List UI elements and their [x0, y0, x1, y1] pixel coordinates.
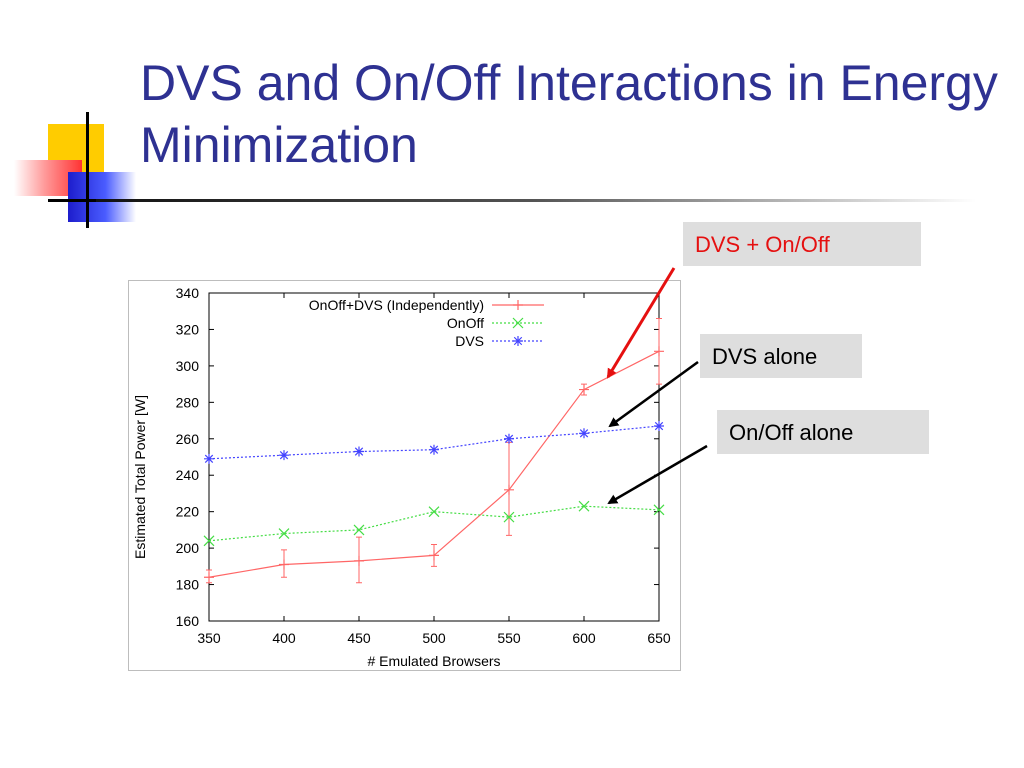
x-tick-label: 550	[497, 630, 521, 646]
x-tick-label: 500	[422, 630, 446, 646]
y-tick-label: 200	[176, 540, 200, 556]
y-tick-label: 260	[176, 431, 200, 447]
legend-marker-onoff-dvs-independently	[513, 300, 523, 310]
y-tick-label: 240	[176, 467, 200, 483]
slide-title: DVS and On/Off Interactions in Energy Mi…	[140, 55, 998, 173]
data-point-onoff	[653, 504, 665, 516]
power-line-chart: 160 180 200 220 240 260 280 300 320 340 350 400 450 5…	[132, 285, 671, 669]
series-line-onoff-dvs-independently	[208, 350, 660, 578]
data-point-dvs	[579, 428, 589, 439]
data-point-onoff	[428, 506, 440, 518]
data-point-onoff-dvs-independently	[504, 484, 514, 495]
y-tick-label: 220	[176, 504, 200, 520]
y-tick-label: 300	[176, 358, 200, 374]
legend-marker-dvs	[513, 336, 523, 346]
data-point-onoff	[203, 535, 215, 547]
y-tick-label: 180	[176, 577, 200, 593]
y-tick-label: 320	[176, 321, 200, 337]
decor-blue-square	[68, 172, 136, 222]
x-tick-label: 350	[197, 630, 221, 646]
data-point-onoff	[278, 528, 290, 539]
y-tick-label: 160	[176, 613, 200, 629]
x-tick-label: 400	[272, 630, 296, 646]
x-axis-label: # Emulated Browsers	[367, 653, 500, 669]
legend-label-dvs: DVS	[455, 333, 484, 349]
data-point-onoff-dvs-independently	[429, 550, 439, 561]
data-point-dvs	[279, 450, 289, 461]
data-point-onoff-dvs-independently	[354, 555, 364, 566]
data-point-dvs	[429, 444, 439, 455]
data-point-onoff-dvs-independently	[654, 346, 664, 357]
title-rule	[96, 199, 976, 202]
data-point-dvs	[654, 421, 664, 432]
data-point-dvs	[354, 446, 364, 457]
data-point-onoff	[503, 511, 515, 523]
data-point-onoff	[578, 500, 590, 512]
callout-dvs-onoff: DVS + On/Off	[683, 222, 921, 266]
y-tick-label: 280	[176, 394, 200, 410]
decor-horizontal-line	[48, 199, 96, 202]
x-tick-label: 600	[572, 630, 596, 646]
plot-frame	[208, 292, 660, 622]
data-point-onoff-dvs-independently	[279, 559, 289, 570]
data-point-dvs	[204, 453, 214, 464]
data-point-dvs	[504, 433, 514, 444]
decor-vertical-line	[86, 112, 89, 228]
y-axis-label: Estimated Total Power [W]	[132, 395, 148, 559]
data-point-onoff	[353, 524, 365, 536]
callout-dvs-alone: DVS alone	[700, 334, 862, 378]
legend-label-onoff-dvs-independently: OnOff+DVS (Independently)	[309, 297, 484, 313]
y-tick-label: 340	[176, 285, 200, 301]
chart-frame: 160 180 200 220 240 260 280 300 320 340 350 400 450 5…	[128, 280, 681, 671]
callout-onoff-alone: On/Off alone	[717, 410, 929, 454]
legend-label-onoff: OnOff	[447, 315, 484, 331]
x-tick-label: 650	[647, 630, 671, 646]
data-point-onoff-dvs-independently	[204, 572, 214, 583]
legend-marker-onoff	[512, 317, 524, 329]
data-point-onoff-dvs-independently	[579, 384, 589, 395]
x-tick-label: 450	[347, 630, 371, 646]
